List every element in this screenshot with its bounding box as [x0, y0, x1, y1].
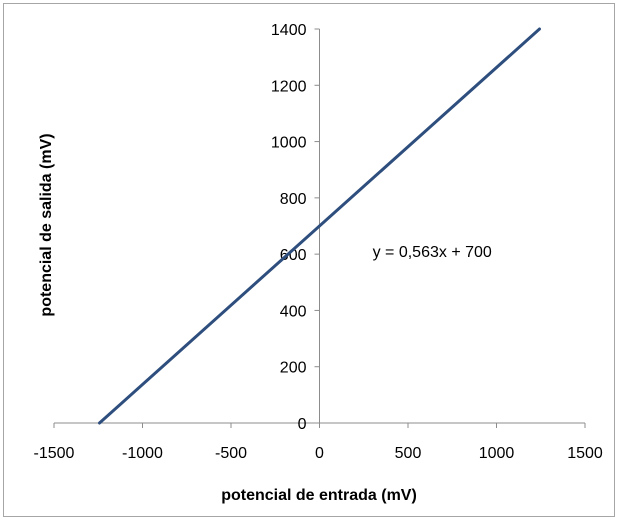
x-tick-label: 1500 [567, 445, 603, 462]
x-tick-label: -1000 [122, 445, 163, 462]
tick-labels: -1500 -1000 -500 0 500 1000 1500 0 200 400 600 800 1… [34, 22, 603, 462]
x-axis-title: potencial de entrada (mV) [221, 487, 417, 504]
chart-frame [3, 3, 615, 517]
y-tick-label: 400 [280, 303, 307, 320]
series-line-0 [98, 27, 541, 425]
equation-annotation: y = 0,563x + 700 [373, 244, 492, 261]
x-tick-label: 500 [395, 445, 422, 462]
series-layer [98, 27, 541, 425]
y-tick-label: 1400 [271, 22, 307, 39]
x-tick-label: 0 [315, 445, 324, 462]
y-tick-label: 200 [280, 360, 307, 377]
y-tick-label: 600 [280, 247, 307, 264]
y-tick-label: 1000 [271, 135, 307, 152]
y-tick-label: 800 [280, 191, 307, 208]
y-tick-label: 0 [298, 416, 307, 433]
x-tick-label: 1000 [479, 445, 515, 462]
x-tick-label: -1500 [34, 445, 75, 462]
y-tick-label: 1200 [271, 78, 307, 95]
y-axis-title: potencial de salida (mV) [38, 133, 55, 316]
axes [53, 28, 586, 428]
x-tick-label: -500 [215, 445, 247, 462]
